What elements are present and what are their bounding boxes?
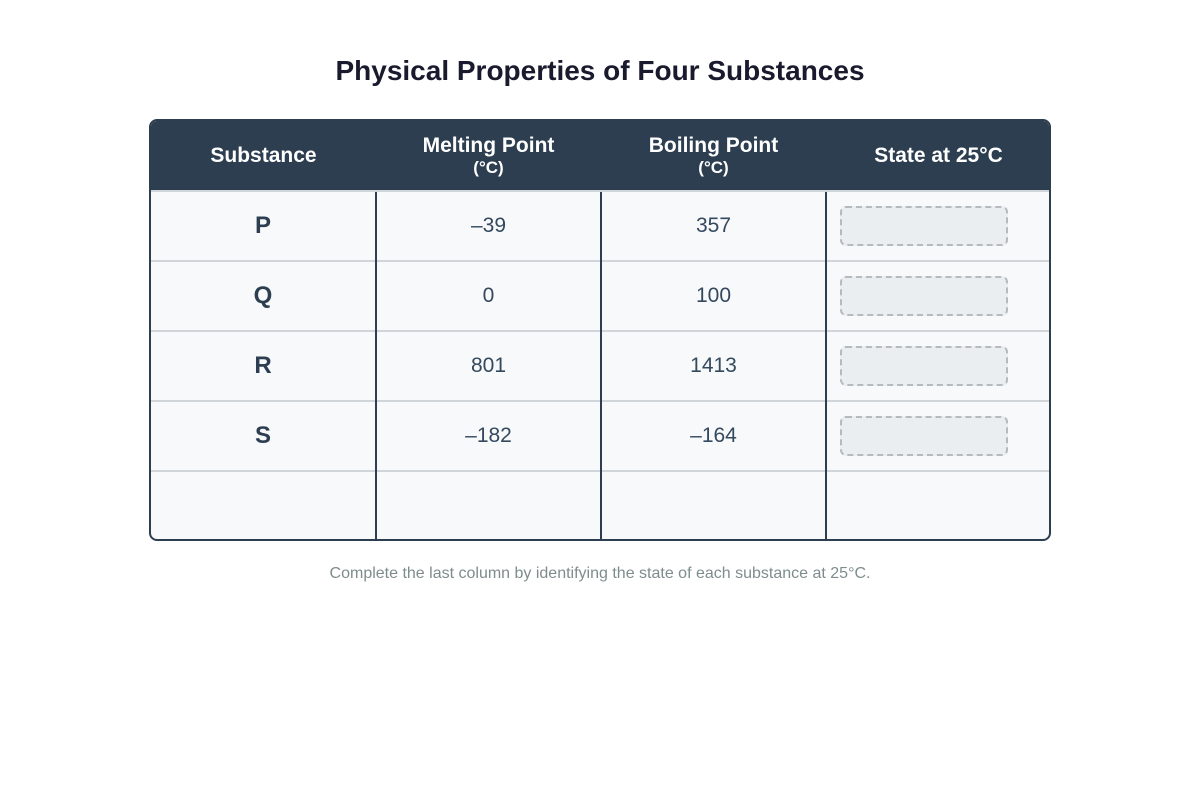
header-label: Substance: [210, 143, 317, 167]
header-melting-point: Melting Point (°C): [376, 121, 601, 191]
substance-cell: R: [151, 330, 376, 401]
empty-cell: [375, 470, 601, 539]
header-state: State at 25°C: [826, 121, 1049, 191]
page-title: Physical Properties of Four Substances: [335, 55, 865, 86]
empty-cell: [825, 470, 1049, 539]
state-cell: [825, 190, 1049, 261]
substance-cell: P: [151, 190, 376, 261]
table-row: R 801 1413: [151, 330, 1049, 401]
substance-cell: S: [151, 400, 376, 471]
state-answer-box[interactable]: [840, 346, 1008, 386]
state-answer-box[interactable]: [840, 206, 1008, 246]
header-unit: (°C): [698, 157, 729, 177]
substance-cell: Q: [151, 260, 376, 331]
empty-cell: [600, 470, 826, 539]
empty-cell: [151, 470, 376, 539]
header-label: Melting Point: [422, 133, 555, 157]
state-answer-box[interactable]: [840, 276, 1008, 316]
header-substance: Substance: [151, 121, 376, 191]
boiling-point-cell: 1413: [600, 330, 826, 401]
header-boiling-point: Boiling Point (°C): [601, 121, 826, 191]
empty-table-row: [151, 470, 1049, 539]
boiling-point-cell: 100: [600, 260, 826, 331]
state-cell: [825, 260, 1049, 331]
header-unit: (°C): [473, 157, 504, 177]
melting-point-cell: 0: [375, 260, 601, 331]
instruction-footnote: Complete the last column by identifying …: [329, 565, 871, 582]
table-row: S –182 –164: [151, 400, 1049, 471]
state-cell: [825, 400, 1049, 471]
state-answer-box[interactable]: [840, 416, 1008, 456]
melting-point-cell: –182: [375, 400, 601, 471]
table-row: P –39 357: [151, 190, 1049, 261]
boiling-point-cell: 357: [600, 190, 826, 261]
properties-table: Substance Melting Point (°C) Boiling Poi…: [149, 119, 1051, 541]
melting-point-cell: –39: [375, 190, 601, 261]
header-label: State at 25°C: [874, 143, 1003, 167]
melting-point-cell: 801: [375, 330, 601, 401]
state-cell: [825, 330, 1049, 401]
boiling-point-cell: –164: [600, 400, 826, 471]
table-row: Q 0 100: [151, 260, 1049, 331]
header-label: Boiling Point: [648, 133, 779, 157]
table-header-row: Substance Melting Point (°C) Boiling Poi…: [151, 121, 1049, 191]
